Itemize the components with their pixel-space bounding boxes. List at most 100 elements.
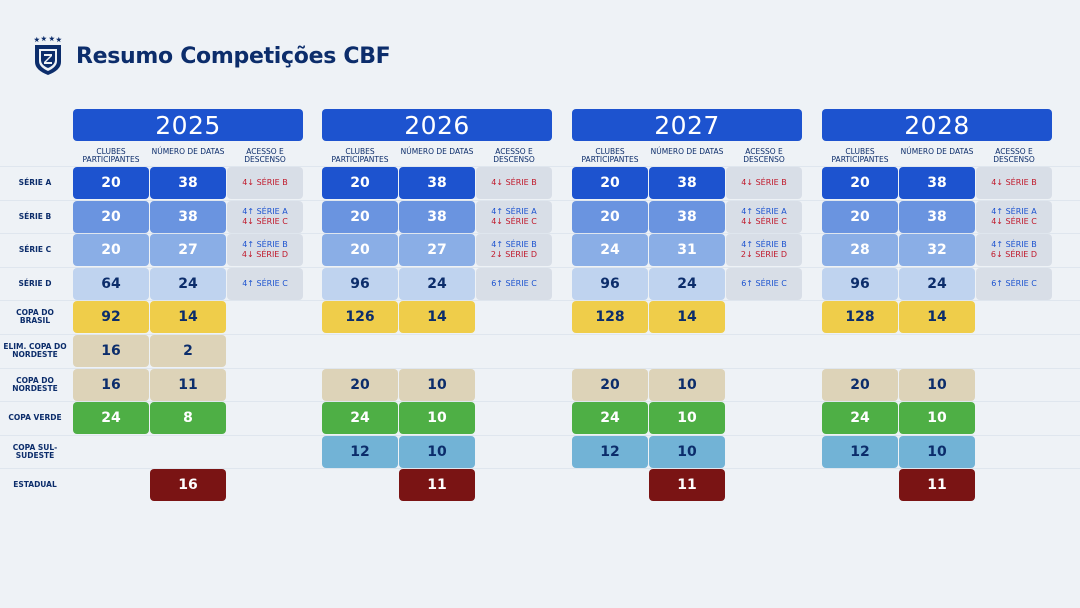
acesso-down-text: 4↓ SÉRIE C bbox=[242, 217, 288, 226]
acesso-down-text: 4↓ SÉRIE B bbox=[991, 178, 1037, 187]
acesso-up-text: 4↑ SÉRIE B bbox=[991, 240, 1037, 249]
row-divider bbox=[0, 267, 1080, 268]
datas-cell: 24 bbox=[150, 268, 226, 300]
col-header-acesso: ACESSO E DESCENSO bbox=[993, 147, 1035, 164]
row-divider bbox=[0, 233, 1080, 234]
acesso-cell: 4↑ SÉRIE B 2↓ SÉRIE D bbox=[476, 234, 552, 266]
acesso-down-text: 2↓ SÉRIE D bbox=[490, 250, 538, 259]
clubes-cell: 20 bbox=[73, 201, 149, 233]
acesso-cell: 4↓ SÉRIE B bbox=[726, 167, 802, 199]
datas-cell: 24 bbox=[899, 268, 975, 300]
datas-cell: 10 bbox=[899, 402, 975, 434]
row-divider bbox=[0, 334, 1080, 335]
acesso-cell: 4↑ SÉRIE B 2↓ SÉRIE D bbox=[726, 234, 802, 266]
clubes-cell: 20 bbox=[73, 234, 149, 266]
page-title: Resumo Competições CBF bbox=[76, 43, 391, 69]
clubes-cell: 96 bbox=[572, 268, 648, 300]
datas-cell: 2 bbox=[150, 335, 226, 367]
acesso-down-text: 4↓ SÉRIE B bbox=[491, 178, 537, 187]
acesso-down-text: 4↓ SÉRIE C bbox=[491, 217, 537, 226]
datas-cell: 10 bbox=[899, 436, 975, 468]
col-header-clubes: CLUBES PARTICIPANTES bbox=[831, 147, 889, 164]
col-header-datas: NÚMERO DE DATAS bbox=[151, 147, 225, 156]
clubes-cell: 20 bbox=[322, 201, 398, 233]
acesso-cell: 4↓ SÉRIE B bbox=[476, 167, 552, 199]
acesso-up-text: 6↑ SÉRIE C bbox=[991, 279, 1037, 288]
row-label-estadual: ESTADUAL bbox=[13, 480, 57, 489]
row-divider bbox=[0, 200, 1080, 201]
datas-cell: 10 bbox=[399, 369, 475, 401]
acesso-cell: 4↑ SÉRIE A 4↓ SÉRIE C bbox=[227, 201, 303, 233]
row-label-elim-copa-do-nordeste: ELIM. COPA DO NORDESTE bbox=[3, 342, 67, 359]
row-divider bbox=[0, 166, 1080, 167]
acesso-down-text: 4↓ SÉRIE C bbox=[991, 217, 1037, 226]
clubes-cell: 16 bbox=[73, 335, 149, 367]
clubes-cell: 20 bbox=[322, 167, 398, 199]
datas-cell: 38 bbox=[899, 201, 975, 233]
acesso-up-text: 6↑ SÉRIE C bbox=[491, 279, 537, 288]
clubes-cell: 20 bbox=[572, 201, 648, 233]
clubes-cell: 20 bbox=[822, 167, 898, 199]
clubes-cell: 20 bbox=[822, 201, 898, 233]
clubes-cell: 24 bbox=[322, 402, 398, 434]
datas-cell: 14 bbox=[150, 301, 226, 333]
acesso-cell: 4↑ SÉRIE A 4↓ SÉRIE C bbox=[726, 201, 802, 233]
datas-cell: 11 bbox=[899, 469, 975, 501]
datas-cell: 38 bbox=[649, 201, 725, 233]
col-header-datas: NÚMERO DE DATAS bbox=[400, 147, 474, 156]
clubes-cell: 128 bbox=[822, 301, 898, 333]
col-header-datas: NÚMERO DE DATAS bbox=[650, 147, 724, 156]
datas-cell: 31 bbox=[649, 234, 725, 266]
col-header-clubes: CLUBES PARTICIPANTES bbox=[82, 147, 140, 164]
acesso-down-text: 4↓ SÉRIE B bbox=[242, 178, 288, 187]
clubes-cell: 96 bbox=[322, 268, 398, 300]
datas-cell: 27 bbox=[150, 234, 226, 266]
datas-cell: 38 bbox=[399, 167, 475, 199]
row-label-serie-b: SÉRIE B bbox=[18, 212, 52, 221]
row-label-serie-d: SÉRIE D bbox=[18, 279, 52, 288]
acesso-cell: 4↓ SÉRIE B bbox=[227, 167, 303, 199]
acesso-cell: 4↓ SÉRIE B bbox=[976, 167, 1052, 199]
row-divider bbox=[0, 468, 1080, 469]
datas-cell: 14 bbox=[649, 301, 725, 333]
datas-cell: 38 bbox=[150, 167, 226, 199]
acesso-cell: 4↑ SÉRIE A 4↓ SÉRIE C bbox=[976, 201, 1052, 233]
datas-cell: 11 bbox=[150, 369, 226, 401]
year-header-2027: 2027 bbox=[572, 109, 802, 141]
acesso-down-text: 2↓ SÉRIE D bbox=[740, 250, 788, 259]
acesso-down-text: 4↓ SÉRIE D bbox=[241, 250, 289, 259]
clubes-cell: 24 bbox=[73, 402, 149, 434]
datas-cell: 10 bbox=[399, 402, 475, 434]
acesso-up-text: 4↑ SÉRIE A bbox=[491, 207, 537, 216]
datas-cell: 38 bbox=[150, 201, 226, 233]
clubes-cell: 20 bbox=[322, 369, 398, 401]
row-label-copa-sul-sudeste: COPA SUL-SUDESTE bbox=[12, 443, 58, 460]
acesso-cell: 4↑ SÉRIE A 4↓ SÉRIE C bbox=[476, 201, 552, 233]
acesso-up-text: 4↑ SÉRIE B bbox=[491, 240, 537, 249]
clubes-cell: 24 bbox=[822, 402, 898, 434]
row-divider bbox=[0, 401, 1080, 402]
clubes-cell: 12 bbox=[572, 436, 648, 468]
acesso-cell: 4↑ SÉRIE B 6↓ SÉRIE D bbox=[976, 234, 1052, 266]
acesso-up-text: 4↑ SÉRIE B bbox=[741, 240, 787, 249]
clubes-cell: 20 bbox=[572, 167, 648, 199]
col-header-acesso: ACESSO E DESCENSO bbox=[493, 147, 535, 164]
cbf-crest-icon bbox=[34, 36, 62, 75]
acesso-down-text: 4↓ SÉRIE C bbox=[741, 217, 787, 226]
col-header-clubes: CLUBES PARTICIPANTES bbox=[331, 147, 389, 164]
datas-cell: 10 bbox=[649, 369, 725, 401]
clubes-cell: 128 bbox=[572, 301, 648, 333]
acesso-cell: 4↑ SÉRIE B 4↓ SÉRIE D bbox=[227, 234, 303, 266]
datas-cell: 16 bbox=[150, 469, 226, 501]
datas-cell: 11 bbox=[649, 469, 725, 501]
datas-cell: 10 bbox=[649, 402, 725, 434]
acesso-cell: 6↑ SÉRIE C bbox=[476, 268, 552, 300]
row-label-copa-do-nordeste: COPA DO NORDESTE bbox=[12, 376, 58, 393]
clubes-cell: 12 bbox=[822, 436, 898, 468]
year-header-2025: 2025 bbox=[73, 109, 303, 141]
datas-cell: 10 bbox=[649, 436, 725, 468]
row-divider bbox=[0, 435, 1080, 436]
acesso-up-text: 6↑ SÉRIE C bbox=[741, 279, 787, 288]
col-header-clubes: CLUBES PARTICIPANTES bbox=[581, 147, 639, 164]
year-header-2026: 2026 bbox=[322, 109, 552, 141]
